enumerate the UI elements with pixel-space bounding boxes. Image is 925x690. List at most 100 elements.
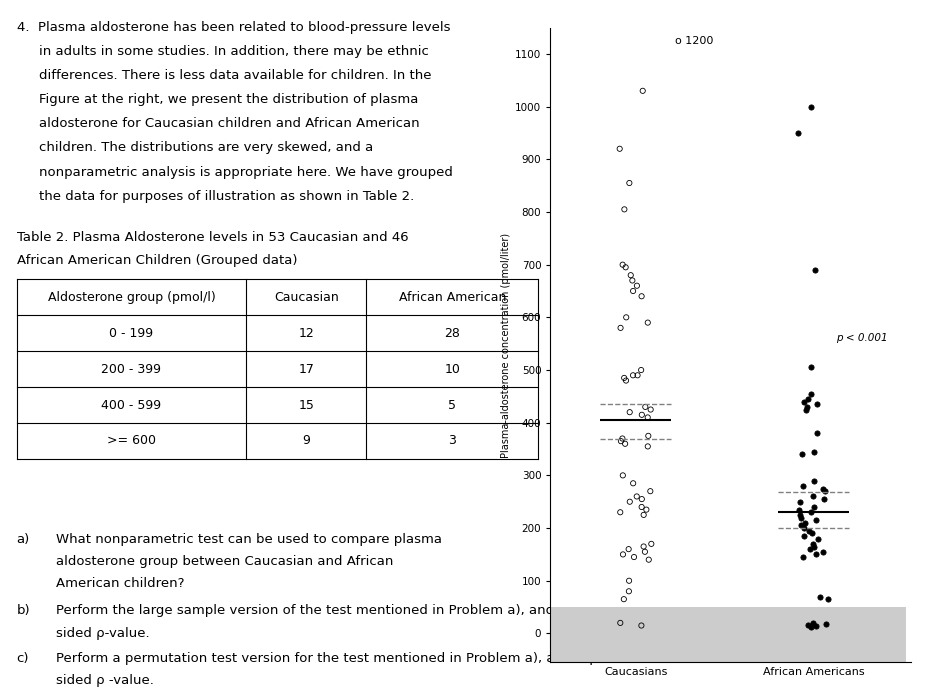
Point: [802, 544, 817, 555]
Point: [818, 486, 833, 497]
Point: [617, 204, 632, 215]
Point: [806, 618, 820, 629]
Point: [810, 428, 825, 439]
Text: >= 600: >= 600: [107, 435, 156, 447]
Point: [615, 470, 630, 481]
Point: [617, 373, 632, 384]
FancyBboxPatch shape: [550, 607, 906, 662]
Point: [635, 502, 649, 513]
Point: [796, 396, 811, 407]
Point: [622, 586, 636, 597]
Text: children. The distributions are very skewed, and a: children. The distributions are very ske…: [39, 141, 373, 155]
Text: 17: 17: [298, 363, 315, 375]
Point: [636, 509, 651, 520]
Point: [819, 618, 833, 629]
Point: [630, 370, 645, 381]
Text: differences. There is less data available for children. In the: differences. There is less data availabl…: [39, 69, 431, 82]
Point: [613, 618, 628, 629]
Text: 200 - 399: 200 - 399: [102, 363, 162, 375]
Point: [615, 549, 630, 560]
Point: [804, 621, 819, 632]
Point: [616, 593, 631, 604]
Point: [635, 290, 649, 302]
Point: [626, 551, 641, 562]
Point: [615, 259, 630, 270]
Text: 4.  Plasma aldosterone has been related to blood-pressure levels: 4. Plasma aldosterone has been related t…: [17, 21, 450, 34]
Text: Table 2. Plasma Aldosterone levels in 53 Caucasian and 46: Table 2. Plasma Aldosterone levels in 53…: [17, 231, 408, 244]
Y-axis label: Plasma-aldosterone concentration (pmol/liter): Plasma-aldosterone concentration (pmol/l…: [501, 233, 511, 457]
Point: [815, 546, 830, 558]
Point: [630, 280, 645, 291]
Point: [794, 520, 808, 531]
Point: [801, 620, 816, 631]
Point: [618, 262, 633, 273]
Point: [807, 446, 821, 457]
Point: [622, 177, 636, 188]
Text: b): b): [17, 604, 31, 618]
Point: [808, 549, 823, 560]
Point: [613, 435, 628, 446]
Point: [618, 438, 633, 449]
Point: [637, 546, 652, 558]
Point: [619, 312, 634, 323]
Point: [812, 591, 827, 602]
Point: [804, 362, 819, 373]
Text: sided ρ-value.: sided ρ-value.: [56, 627, 149, 640]
Text: 400 - 599: 400 - 599: [102, 399, 162, 411]
Text: Caucasian: Caucasian: [274, 291, 339, 304]
Point: [800, 393, 815, 404]
Point: [796, 480, 810, 491]
Text: 12: 12: [299, 327, 315, 339]
Point: [622, 575, 636, 586]
Point: [807, 502, 821, 513]
Point: [619, 375, 634, 386]
Text: a): a): [17, 533, 30, 546]
Point: [806, 538, 820, 549]
Point: [641, 431, 656, 442]
Point: [792, 504, 807, 515]
Point: [622, 544, 636, 555]
Point: [625, 275, 640, 286]
Point: [797, 518, 812, 529]
Point: [612, 144, 627, 155]
Point: [804, 101, 819, 112]
Point: [804, 388, 819, 400]
Point: [625, 0, 640, 7]
Point: [808, 264, 822, 275]
Point: [804, 506, 819, 518]
Point: [640, 441, 655, 452]
Text: nonparametric analysis is appropriate here. We have grouped: nonparametric analysis is appropriate he…: [39, 166, 452, 179]
Point: [635, 493, 649, 504]
Text: aldosterone for Caucasian children and African American: aldosterone for Caucasian children and A…: [39, 117, 419, 130]
Point: [793, 509, 808, 520]
Point: [613, 506, 628, 518]
Point: [623, 270, 638, 281]
Text: Perform the large sample version of the test mentioned in Problem a), and report: Perform the large sample version of the …: [56, 604, 645, 618]
Point: [793, 496, 808, 507]
Text: the data for purposes of illustration as shown in Table 2.: the data for purposes of illustration as…: [39, 190, 414, 203]
Point: [801, 525, 816, 536]
Point: [625, 370, 640, 381]
Text: p < 0.001: p < 0.001: [836, 333, 888, 344]
Point: [820, 593, 835, 604]
Point: [796, 531, 811, 542]
Point: [615, 433, 630, 444]
Text: aldosterone group between Caucasian and African: aldosterone group between Caucasian and …: [56, 555, 393, 568]
Point: [634, 364, 648, 375]
Point: [809, 399, 824, 410]
Text: African American Children (Grouped data): African American Children (Grouped data): [17, 254, 297, 267]
Point: [791, 128, 806, 139]
Point: [636, 541, 651, 552]
Point: [798, 404, 813, 415]
Point: [809, 515, 824, 526]
Point: [643, 404, 658, 415]
Text: Aldosterone group (pmol/l): Aldosterone group (pmol/l): [47, 291, 216, 304]
Point: [629, 491, 644, 502]
Text: 15: 15: [298, 399, 315, 411]
Point: [644, 538, 659, 549]
Point: [638, 402, 653, 413]
Point: [817, 493, 832, 504]
Point: [634, 620, 648, 631]
Point: [623, 496, 637, 507]
Text: Figure at the right, we present the distribution of plasma: Figure at the right, we present the dist…: [39, 93, 418, 106]
